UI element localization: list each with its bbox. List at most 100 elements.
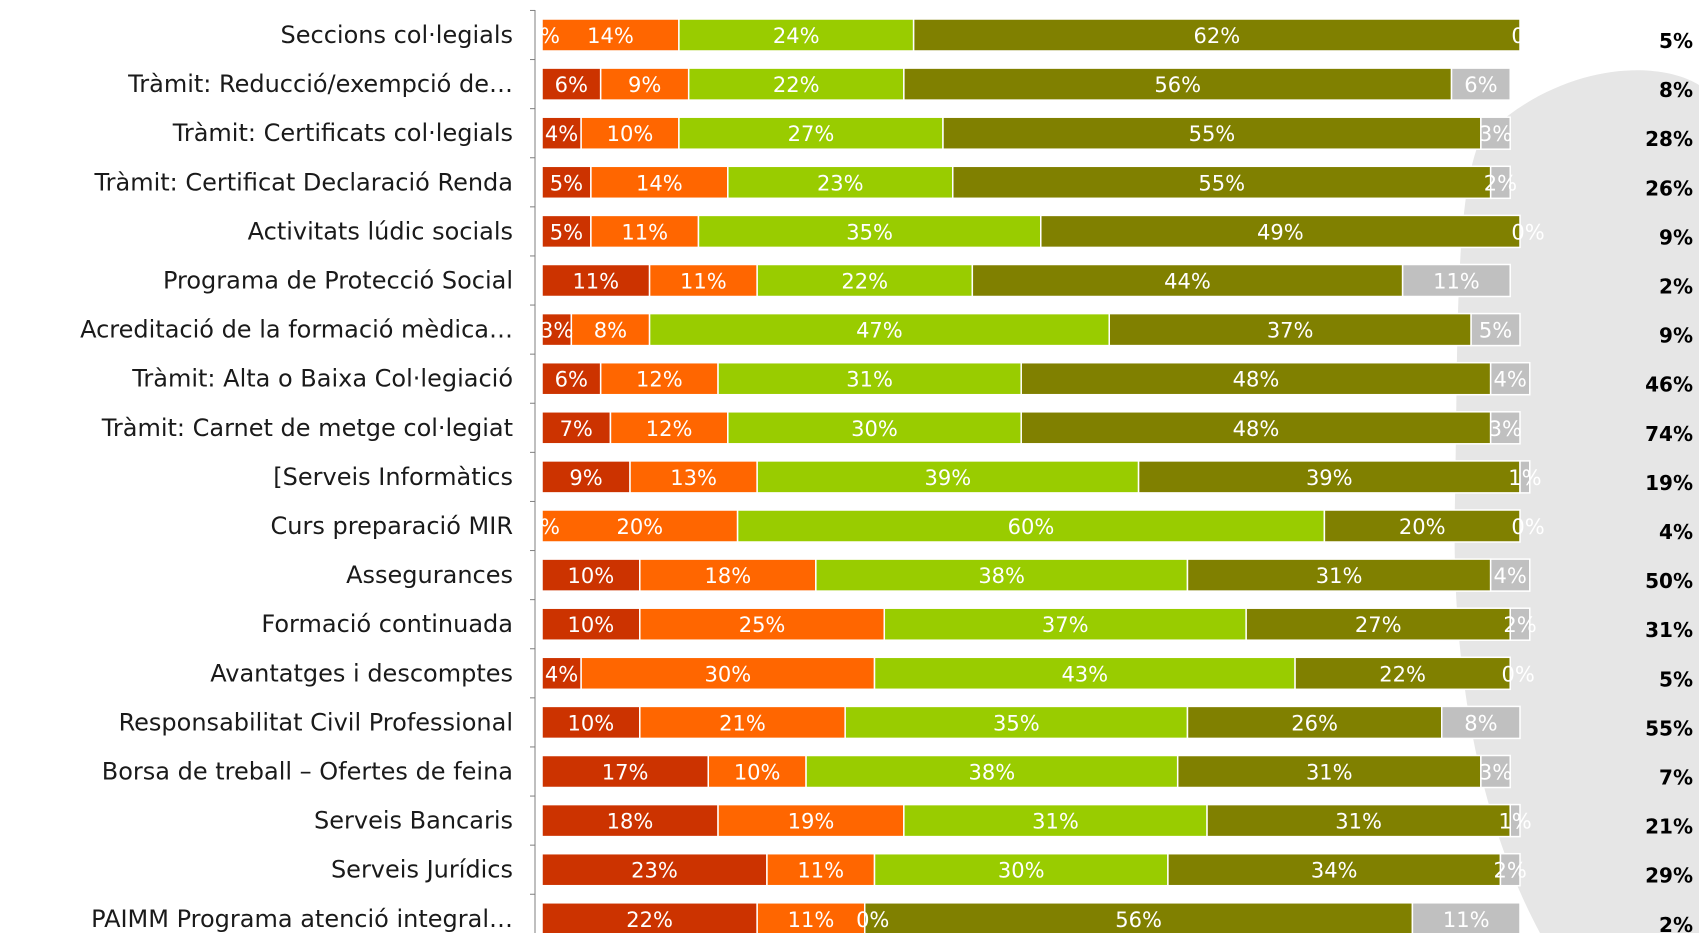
category-label: PAIMM Programa atenció integral… xyxy=(91,905,513,933)
bar-segment xyxy=(1040,214,1521,249)
data-label: 0% xyxy=(1511,220,1544,244)
data-label: 38% xyxy=(969,761,1016,785)
data-label: 44% xyxy=(1164,270,1211,294)
data-label: 39% xyxy=(1306,466,1353,490)
bar-segment xyxy=(1489,411,1521,445)
data-label: 43% xyxy=(1061,662,1108,686)
category-label: Responsabilitat Civil Professional xyxy=(119,708,513,736)
right-percentage-label: 5% xyxy=(1659,29,1693,53)
data-label: % xyxy=(540,515,560,539)
data-label: 0% xyxy=(856,908,889,932)
bar-segment xyxy=(648,312,1110,347)
data-label: 55% xyxy=(1198,171,1245,195)
data-label: 37% xyxy=(1042,613,1089,637)
data-label: 55% xyxy=(1189,122,1236,146)
data-label: 31% xyxy=(1335,810,1382,834)
right-percentage-label: 9% xyxy=(1659,225,1693,249)
data-label: 1% xyxy=(1508,466,1541,490)
right-percentage-label: 5% xyxy=(1659,667,1693,691)
bar-segment xyxy=(590,214,700,249)
bar-segment xyxy=(1186,558,1492,592)
data-label: 22% xyxy=(773,73,820,97)
data-label: 11% xyxy=(1443,908,1490,932)
bar-segment xyxy=(707,754,807,789)
bar-segment xyxy=(541,852,768,887)
right-percentage-label: 2% xyxy=(1659,275,1693,299)
bars-layer xyxy=(541,18,1531,936)
bar-segment xyxy=(541,312,573,347)
labels-layer: Seccions col·legials% 14% 24% 62% 0% 5% Tràmit… xyxy=(80,21,1693,937)
data-label: 6% xyxy=(1464,73,1497,97)
bar-segment xyxy=(541,214,592,249)
bar-segment xyxy=(756,263,974,298)
bar-segment xyxy=(541,558,641,592)
data-label: 8% xyxy=(1464,711,1497,735)
bar-segment xyxy=(541,705,641,740)
data-label: 31% xyxy=(1306,761,1353,785)
data-label: 5% xyxy=(550,220,583,244)
data-label: 7% xyxy=(560,417,593,441)
bar-segment xyxy=(541,607,641,641)
bar-segment xyxy=(903,803,1208,838)
data-label: 2% xyxy=(1503,613,1536,637)
data-label: 19% xyxy=(788,810,835,834)
bar-segment xyxy=(678,116,944,150)
bar-segment xyxy=(639,607,886,641)
bar-segment xyxy=(1450,67,1511,101)
data-label: 62% xyxy=(1193,24,1240,48)
data-label: 13% xyxy=(670,466,717,490)
right-percentage-label: 29% xyxy=(1645,864,1693,888)
bar-segment xyxy=(1489,361,1531,396)
category-label: Formació continuada xyxy=(261,610,513,638)
data-label: 9% xyxy=(628,73,661,97)
bar-segment xyxy=(580,656,876,691)
data-label: 30% xyxy=(851,417,898,441)
data-label: 23% xyxy=(631,859,678,883)
category-label: Avantatges i descomptes xyxy=(210,659,513,687)
category-label: Assegurances xyxy=(346,561,513,589)
right-percentage-label: 21% xyxy=(1645,815,1693,839)
bar-segment xyxy=(942,116,1482,150)
data-label: 4% xyxy=(1494,564,1527,588)
right-percentage-label: 55% xyxy=(1645,716,1693,740)
bar-segment xyxy=(971,263,1404,298)
data-label: 26% xyxy=(1291,711,1338,735)
data-label: 10% xyxy=(568,564,615,588)
data-label: 3% xyxy=(1479,761,1512,785)
data-label: 9% xyxy=(569,466,602,490)
data-label: 2% xyxy=(1494,859,1527,883)
bar-segment xyxy=(1294,656,1511,691)
bar-segment xyxy=(1206,803,1511,838)
data-label: 11% xyxy=(797,859,844,883)
category-label: Serveis Bancaris xyxy=(314,807,513,835)
bar-segment xyxy=(1245,607,1511,641)
bar-segment xyxy=(1401,263,1511,298)
data-label: 3% xyxy=(540,319,573,343)
data-label: 49% xyxy=(1257,220,1304,244)
axis-ticks xyxy=(530,9,535,895)
data-label: 0% xyxy=(1502,662,1535,686)
data-label: 48% xyxy=(1233,368,1280,392)
bar-segment xyxy=(873,852,1169,887)
data-label: 12% xyxy=(646,417,693,441)
bar-segment xyxy=(903,67,1453,101)
data-label: 39% xyxy=(925,466,972,490)
right-percentage-label: 28% xyxy=(1645,127,1693,151)
data-label: 10% xyxy=(568,711,615,735)
data-label: 17% xyxy=(602,761,649,785)
data-label: 18% xyxy=(704,564,751,588)
right-percentage-label: 31% xyxy=(1645,618,1693,642)
bar-segment xyxy=(1480,754,1511,789)
bar-segment xyxy=(912,18,1521,52)
data-label: 0% xyxy=(1511,515,1544,539)
bar-segment xyxy=(570,312,651,347)
category-label: Tràmit: Carnet de metge col·legiat xyxy=(101,414,513,442)
bar-segment xyxy=(1441,705,1521,740)
data-label: 8% xyxy=(594,319,627,343)
bar-segment xyxy=(1509,803,1521,838)
bar-segment xyxy=(844,705,1189,740)
right-percentage-label: 26% xyxy=(1645,176,1693,200)
data-label: 47% xyxy=(856,319,903,343)
data-label: 31% xyxy=(846,368,893,392)
